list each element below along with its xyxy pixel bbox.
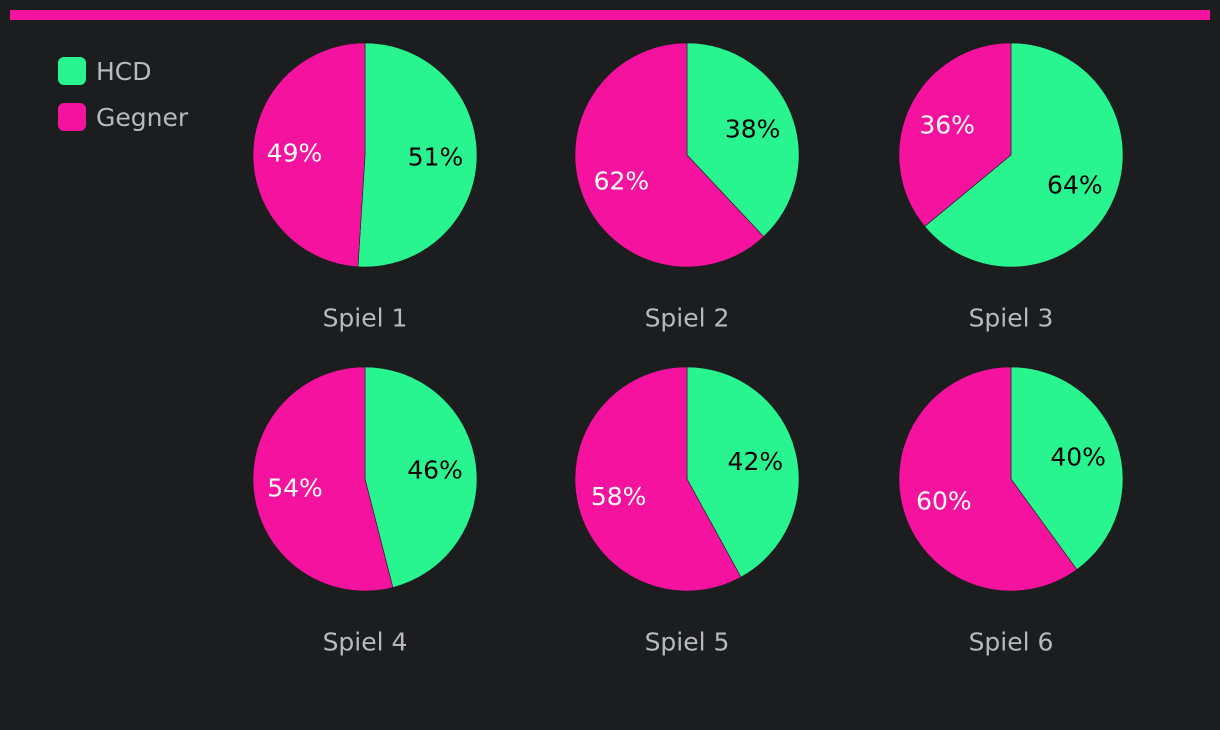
pie-slice-gegner-spiel-5[interactable] <box>574 366 742 592</box>
legend-swatch-gegner <box>58 103 86 131</box>
legend: HCD Gegner <box>58 56 188 148</box>
pie-title-spiel-5: Spiel 5 <box>645 628 730 657</box>
slice-label-gegner-spiel-6: 60% <box>916 486 972 515</box>
pie-slice-gegner-spiel-1[interactable] <box>252 42 366 268</box>
pie-chart-3: 64% 36% Spiel 3 <box>898 42 1124 333</box>
slice-label-hcd-spiel-2: 38% <box>725 115 781 144</box>
legend-label-gegner: Gegner <box>96 102 189 132</box>
legend-item-hcd[interactable]: HCD <box>58 56 188 86</box>
pie-chart-6: 40% 60% Spiel 6 <box>898 366 1124 657</box>
pie-title-spiel-1: Spiel 1 <box>323 304 408 333</box>
pie-title-spiel-2: Spiel 2 <box>645 304 730 333</box>
slice-label-hcd-spiel-6: 40% <box>1050 443 1106 472</box>
pie-slice-hcd-spiel-6[interactable] <box>1010 366 1124 571</box>
pie-slice-hcd-spiel-3[interactable] <box>924 42 1124 268</box>
slice-label-gegner-spiel-1: 49% <box>267 138 323 167</box>
legend-item-gegner[interactable]: Gegner <box>58 102 188 132</box>
pie-chart-4: 46% 54% Spiel 4 <box>252 366 478 657</box>
pie-chart-2: 38% 62% Spiel 2 <box>574 42 800 333</box>
slice-label-hcd-spiel-5: 42% <box>728 447 784 476</box>
slice-label-hcd-spiel-3: 64% <box>1047 171 1103 200</box>
slice-label-gegner-spiel-3: 36% <box>919 110 975 139</box>
slice-label-hcd-spiel-1: 51% <box>408 143 464 172</box>
pie-chart-5: 42% 58% Spiel 5 <box>574 366 800 657</box>
pie-slice-gegner-spiel-2[interactable] <box>574 42 765 268</box>
pie-title-spiel-3: Spiel 3 <box>969 304 1054 333</box>
slice-label-gegner-spiel-4: 54% <box>267 473 323 502</box>
slice-label-gegner-spiel-5: 58% <box>591 482 647 511</box>
legend-swatch-hcd <box>58 57 86 85</box>
pie-slice-gegner-spiel-4[interactable] <box>252 366 394 592</box>
slice-label-gegner-spiel-2: 62% <box>594 166 650 195</box>
slice-label-hcd-spiel-4: 46% <box>407 456 463 485</box>
pie-title-spiel-6: Spiel 6 <box>969 628 1054 657</box>
pie-title-spiel-4: Spiel 4 <box>323 628 408 657</box>
pie-slice-hcd-spiel-1[interactable] <box>357 42 478 268</box>
pie-slice-hcd-spiel-5[interactable] <box>686 366 800 578</box>
pie-slice-hcd-spiel-2[interactable] <box>686 42 800 238</box>
pie-chart-1: 51% 49% Spiel 1 <box>252 42 478 333</box>
legend-label-hcd: HCD <box>96 56 152 86</box>
pie-slice-gegner-spiel-3[interactable] <box>898 42 1012 227</box>
top-accent-bar <box>10 10 1210 20</box>
pie-slice-gegner-spiel-6[interactable] <box>898 366 1078 592</box>
pie-slice-hcd-spiel-4[interactable] <box>364 366 478 588</box>
